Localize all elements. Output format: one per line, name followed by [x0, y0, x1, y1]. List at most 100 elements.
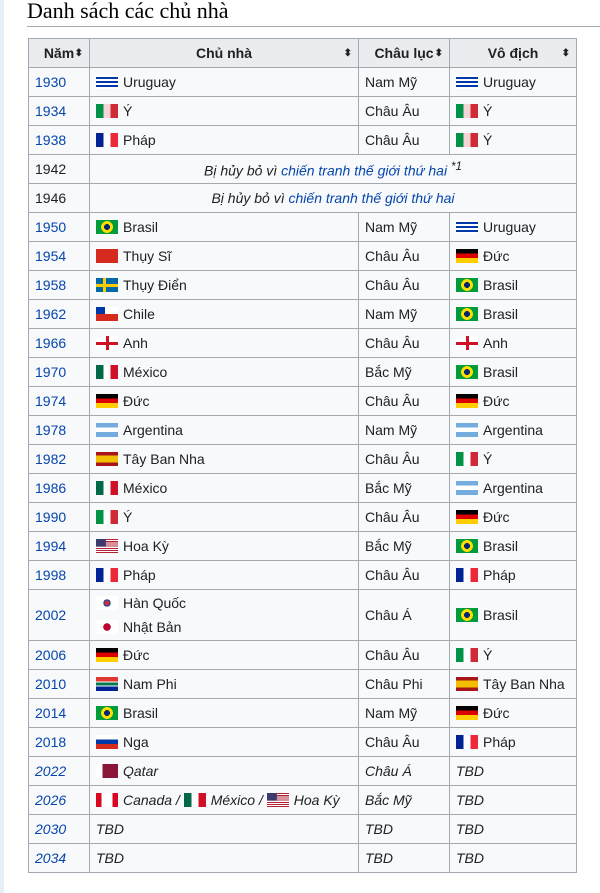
col-host[interactable]: Chủ nhà ⬍ [89, 38, 359, 68]
year-cell[interactable]: 1962 [28, 299, 90, 329]
winner-cell: Argentina [449, 473, 577, 503]
host-name[interactable]: Thụy Sĩ [123, 248, 172, 264]
col-winner[interactable]: Vô địch ⬍ [449, 38, 577, 68]
host-name[interactable]: Nhật Bản [123, 619, 182, 635]
continent-name: TBD [365, 850, 393, 866]
host-name[interactable]: Tây Ban Nha [123, 451, 205, 467]
year-cell[interactable]: 1966 [28, 328, 90, 358]
host-name[interactable]: Thụy Điển [123, 277, 187, 293]
host-name[interactable]: Đức [123, 647, 150, 663]
host-cell: Nga [89, 727, 359, 757]
host-name[interactable]: Nga [123, 734, 149, 750]
winner-name[interactable]: Argentina [483, 480, 543, 496]
year-cell[interactable]: 2018 [28, 727, 90, 757]
winner-name[interactable]: Ý [483, 132, 493, 148]
host-name[interactable]: Brasil [123, 705, 159, 721]
host-name[interactable]: Uruguay [123, 74, 176, 90]
host-name[interactable]: México [123, 480, 168, 496]
winner-name[interactable]: Đức [483, 509, 510, 525]
year-cell[interactable]: 2006 [28, 640, 90, 670]
host-name[interactable]: Qatar [123, 763, 159, 779]
col-year[interactable]: Năm ⬍ [28, 38, 90, 68]
year-cell[interactable]: 2014 [28, 698, 90, 728]
year-cell[interactable]: 1974 [28, 386, 90, 416]
continent-cell: Châu Á [358, 756, 450, 786]
continent-name: Châu Âu [365, 277, 420, 293]
winner-name[interactable]: Tây Ban Nha [483, 676, 565, 692]
ww2-link[interactable]: chiến tranh thế giới thứ hai [281, 162, 448, 179]
year-cell[interactable]: 1958 [28, 270, 90, 300]
host-name[interactable]: Hàn Quốc [123, 595, 187, 611]
continent-cell: Châu Âu [358, 444, 450, 474]
year-cell[interactable]: 2034 [28, 843, 90, 873]
year-cell[interactable]: 1986 [28, 473, 90, 503]
host-name[interactable]: Nam Phi [123, 676, 177, 692]
continent-name: Châu Á [365, 763, 412, 779]
sort-icon[interactable]: ⬍ [74, 48, 83, 59]
year-cell[interactable]: 1938 [28, 125, 90, 155]
host-name[interactable]: Chile [123, 306, 155, 322]
winner-name[interactable]: Uruguay [483, 219, 536, 235]
continent-name: Châu Âu [365, 335, 420, 351]
host-name[interactable]: Brasil [123, 219, 159, 235]
host-link[interactable]: Canada [123, 792, 173, 808]
year-cell[interactable]: 2030 [28, 814, 90, 844]
year-cell[interactable]: 2026 [28, 785, 90, 815]
year-cell[interactable]: 2002 [28, 589, 90, 641]
ww2-link[interactable]: chiến tranh thế giới thứ hai [288, 190, 455, 206]
col-continent[interactable]: Châu lục ⬍ [358, 38, 450, 68]
sort-icon[interactable]: ⬍ [561, 48, 570, 59]
host-name[interactable]: Ý [123, 509, 133, 525]
table-row: 1954 Thụy Sĩ Châu Âu Đức [28, 241, 577, 271]
year-cell[interactable]: 1998 [28, 560, 90, 590]
winner-name[interactable]: Ý [483, 647, 493, 663]
winner-name[interactable]: Pháp [483, 567, 516, 583]
year-cell[interactable]: 1994 [28, 531, 90, 561]
winner-name[interactable]: Argentina [483, 422, 543, 438]
host-cell: Đức [89, 640, 359, 670]
winner-name[interactable]: Brasil [483, 306, 519, 322]
table-row: 1934 Ý Châu Âu Ý [28, 96, 577, 126]
winner-name: TBD [456, 850, 484, 866]
winner-name[interactable]: Uruguay [483, 74, 536, 90]
winner-name[interactable]: Ý [483, 451, 493, 467]
table-row: 1946 Bị hủy bỏ vì chiến tranh thế giới th… [28, 183, 577, 213]
year-cell[interactable]: 2022 [28, 756, 90, 786]
host-name[interactable]: Pháp [123, 567, 156, 583]
year-cell[interactable]: 1954 [28, 241, 90, 271]
year-cell[interactable]: 1982 [28, 444, 90, 474]
winner-name[interactable]: Đức [483, 705, 510, 721]
year-cell[interactable]: 1978 [28, 415, 90, 445]
year-cell[interactable]: 1934 [28, 96, 90, 126]
host-name[interactable]: Ý [123, 103, 133, 119]
sort-icon[interactable]: ⬍ [434, 48, 443, 59]
host-name[interactable]: Hoa Kỳ [123, 538, 169, 554]
year-cell[interactable]: 1930 [28, 67, 90, 97]
sort-icon[interactable]: ⬍ [343, 48, 352, 59]
footnote-link[interactable]: *1 [450, 159, 462, 173]
winner-name[interactable]: Brasil [483, 538, 519, 554]
host-name[interactable]: Anh [123, 335, 148, 351]
winner-name[interactable]: Brasil [483, 364, 519, 380]
winner-name[interactable]: Brasil [483, 277, 519, 293]
table-row: 1970 México Bắc Mỹ Brasil [28, 357, 577, 387]
year-cell[interactable]: 2010 [28, 669, 90, 699]
year-cell[interactable]: 1970 [28, 357, 90, 387]
winner-name[interactable]: Đức [483, 393, 510, 409]
continent-cell: Châu Âu [358, 640, 450, 670]
year-cell[interactable]: 1950 [28, 212, 90, 242]
winner-name[interactable]: Brasil [483, 607, 519, 623]
host-link[interactable]: Hoa Kỳ [293, 792, 340, 808]
continent-cell: Châu Á [358, 589, 450, 641]
winner-name[interactable]: Đức [483, 248, 510, 264]
host-name[interactable]: Đức [123, 393, 150, 409]
host-cell: TBD [89, 814, 359, 844]
year-cell[interactable]: 1990 [28, 502, 90, 532]
winner-name[interactable]: Pháp [483, 734, 516, 750]
host-name[interactable]: México [123, 364, 168, 380]
winner-name[interactable]: Anh [483, 335, 508, 351]
host-name[interactable]: Pháp [123, 132, 156, 148]
winner-name[interactable]: Ý [483, 103, 493, 119]
host-link[interactable]: México [210, 792, 256, 808]
host-name[interactable]: Argentina [123, 422, 183, 438]
